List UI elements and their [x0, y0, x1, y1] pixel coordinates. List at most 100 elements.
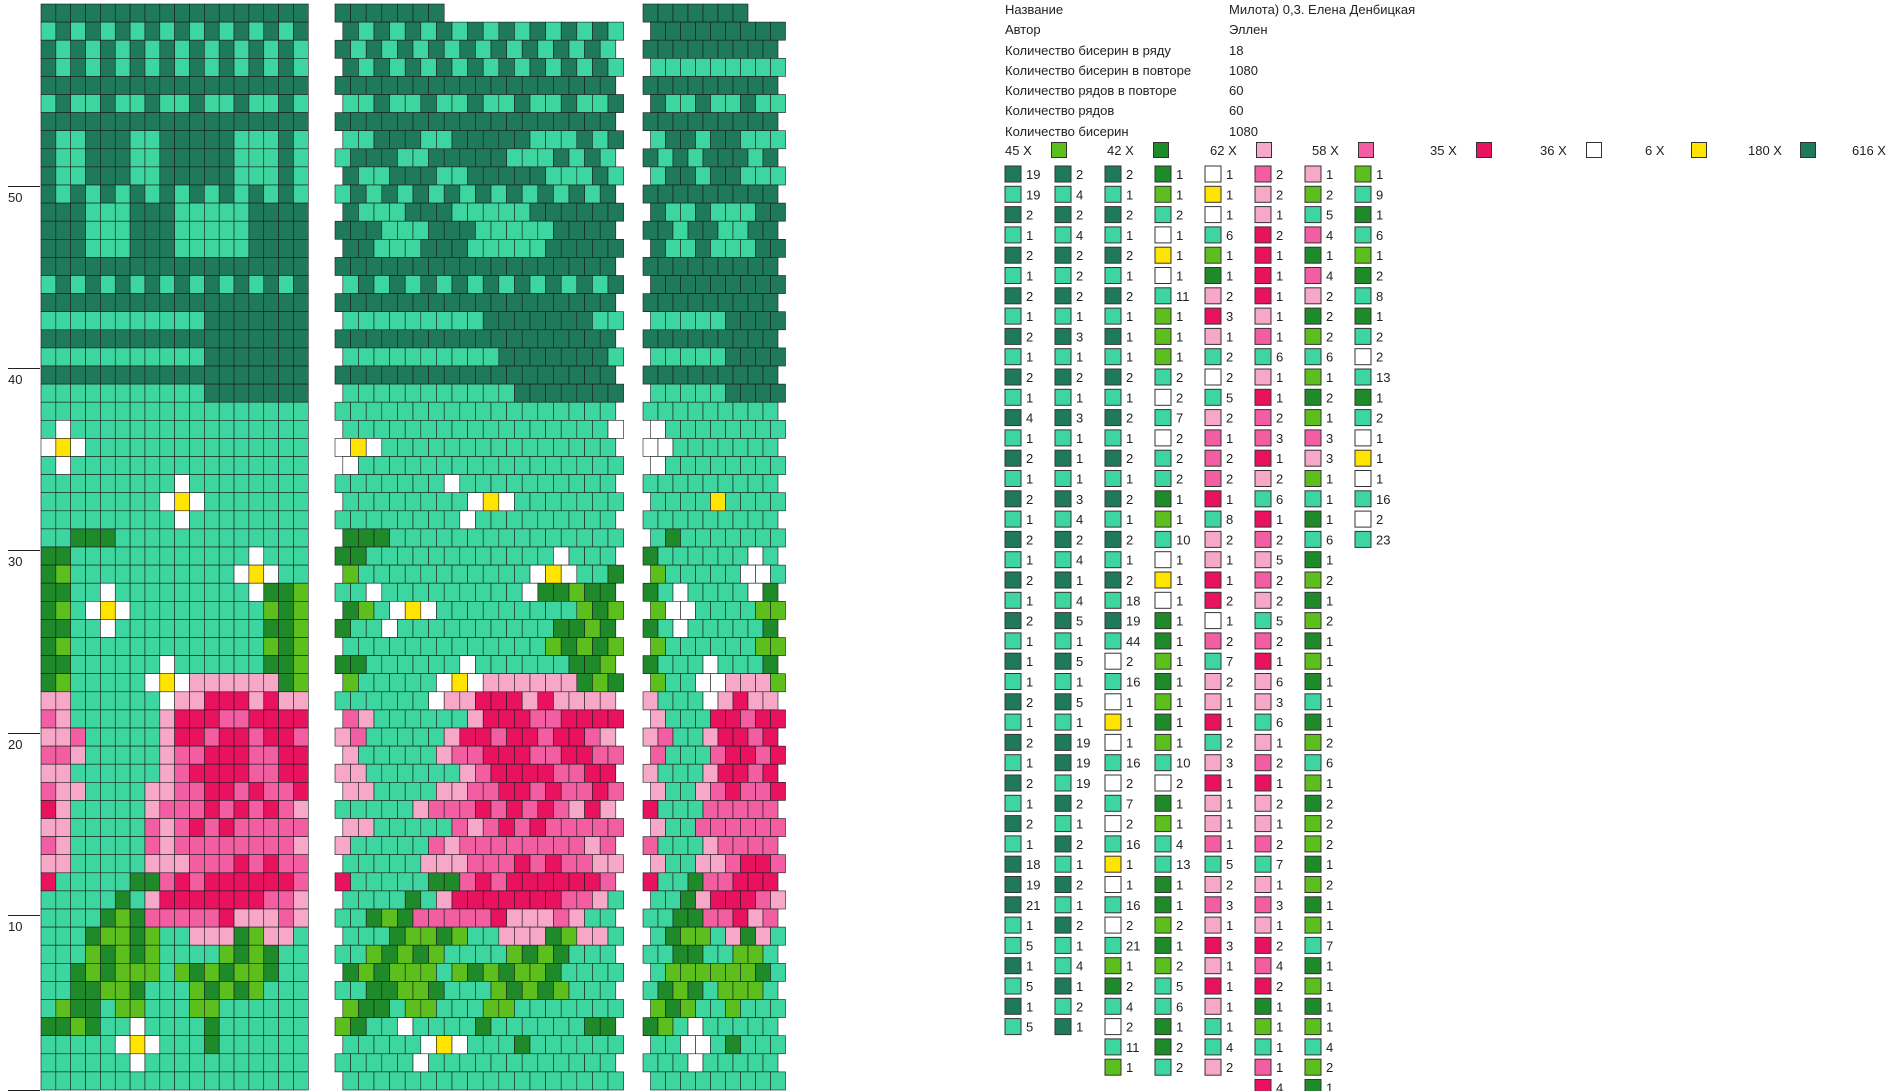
- legend-swatch: [1004, 551, 1022, 569]
- legend-swatch: [1204, 449, 1222, 467]
- legend-swatch: [1104, 287, 1122, 305]
- legend-swatch: [1154, 267, 1172, 284]
- legend-count: 3: [1076, 329, 1083, 344]
- legend-count: 4: [1326, 228, 1333, 243]
- legend-swatch: [1054, 957, 1072, 975]
- legend-count: 2: [1176, 1060, 1183, 1075]
- legend-swatch: [1204, 612, 1222, 630]
- legend-swatch: [1304, 1038, 1322, 1056]
- legend-count: 1: [1076, 431, 1083, 446]
- legend-swatch: [1154, 510, 1172, 528]
- legend-swatch: [1254, 673, 1272, 690]
- legend-count: 5: [1226, 857, 1233, 872]
- legend-count: 8: [1376, 289, 1383, 304]
- legend-count: 1: [1326, 776, 1333, 791]
- legend-count: 1: [1226, 1020, 1233, 1035]
- legend-count: 2: [1176, 208, 1183, 223]
- legend-count: 1: [1126, 472, 1133, 487]
- legend-swatch: [1204, 591, 1222, 609]
- legend-swatch: [1154, 916, 1172, 934]
- legend-count: 2: [1026, 451, 1033, 466]
- legend-swatch: [1204, 327, 1222, 345]
- legend-count: 5: [1026, 979, 1033, 994]
- legend-swatch: [1254, 530, 1272, 548]
- legend-swatch: [1104, 754, 1122, 772]
- legend-swatch: [1154, 206, 1172, 224]
- legend-swatch: [1304, 1018, 1322, 1036]
- legend-count: 16: [1126, 898, 1140, 913]
- legend-swatch: [1154, 673, 1172, 690]
- legend-swatch: [1104, 794, 1122, 812]
- legend-count: 1: [1226, 187, 1233, 202]
- legend-swatch: [1254, 876, 1272, 893]
- legend-count: 4: [1326, 1040, 1333, 1055]
- legend-count: 3: [1326, 431, 1333, 446]
- pattern-panel-flat: [40, 3, 309, 1091]
- legend-count: 19: [1026, 167, 1040, 182]
- legend-count: 7: [1226, 654, 1233, 669]
- legend-count: 1: [1026, 756, 1033, 771]
- legend-swatch: [1054, 612, 1072, 630]
- legend-swatch: [1004, 470, 1022, 487]
- legend-swatch: [1254, 997, 1272, 1015]
- legend-swatch: [1354, 490, 1372, 508]
- legend-count: 2: [1126, 451, 1133, 466]
- legend-swatch: [1204, 774, 1222, 792]
- legend-count: 4: [1326, 269, 1333, 284]
- legend-count: 9: [1376, 187, 1383, 202]
- legend-count: 2: [1026, 695, 1033, 710]
- legend-count: 1: [1326, 411, 1333, 426]
- legend-swatch: [1104, 327, 1122, 345]
- legend-count: 1: [1326, 1020, 1333, 1035]
- legend-count: 1: [1076, 857, 1083, 872]
- legend-count: 2: [1276, 573, 1283, 588]
- legend-count: 1: [1076, 817, 1083, 832]
- legend-count: 1: [1276, 776, 1283, 791]
- legend-count: 2: [1176, 472, 1183, 487]
- legend-swatch: [1104, 1038, 1122, 1056]
- legend-count: 1: [1126, 735, 1133, 750]
- legend-count: 2: [1276, 979, 1283, 994]
- legend-count: 19: [1126, 614, 1140, 629]
- legend-swatch: [1004, 510, 1022, 528]
- legend-swatch: [1154, 713, 1172, 731]
- legend-swatch: [1104, 896, 1122, 914]
- legend-swatch: [1004, 327, 1022, 345]
- legend-count: 2: [1326, 390, 1333, 405]
- legend-swatch: [1204, 470, 1222, 487]
- legend-count: 1: [1226, 959, 1233, 974]
- legend-swatch: [1254, 287, 1272, 305]
- legend-swatch: [1004, 997, 1022, 1015]
- legend-swatch: [1204, 165, 1222, 183]
- legend-count: 1: [1376, 451, 1383, 466]
- legend-swatch: [1054, 185, 1072, 203]
- legend-count: 2: [1326, 187, 1333, 202]
- legend-swatch: [1154, 368, 1172, 386]
- legend-count: 1: [1326, 695, 1333, 710]
- legend-swatch: [1254, 896, 1272, 914]
- legend-count: 2: [1126, 248, 1133, 263]
- legend-swatch: [1154, 977, 1172, 995]
- legend-swatch: [1104, 206, 1122, 224]
- legend-count: 1: [1126, 1060, 1133, 1075]
- legend-count: 1: [1226, 817, 1233, 832]
- legend-count: 1: [1176, 553, 1183, 568]
- legend-swatch: [1004, 571, 1022, 589]
- legend-count: 2: [1126, 289, 1133, 304]
- legend-swatch: [1354, 348, 1372, 366]
- legend-swatch: [1254, 1038, 1272, 1056]
- legend-count: 1: [1176, 512, 1183, 527]
- legend-swatch: [1004, 287, 1022, 305]
- legend-count: 2: [1326, 837, 1333, 852]
- legend-count: 1: [1026, 918, 1033, 933]
- legend-count: 1: [1176, 817, 1183, 832]
- legend-count: 1: [1126, 431, 1133, 446]
- legend-swatch: [1054, 693, 1072, 711]
- legend-swatch: [1104, 490, 1122, 508]
- legend-swatch: [1304, 815, 1322, 833]
- legend-swatch: [1004, 409, 1022, 427]
- legend-count: 2: [1326, 878, 1333, 893]
- legend-count: 19: [1076, 776, 1090, 791]
- legend-count: 1: [1026, 959, 1033, 974]
- legend-count: 2: [1126, 492, 1133, 507]
